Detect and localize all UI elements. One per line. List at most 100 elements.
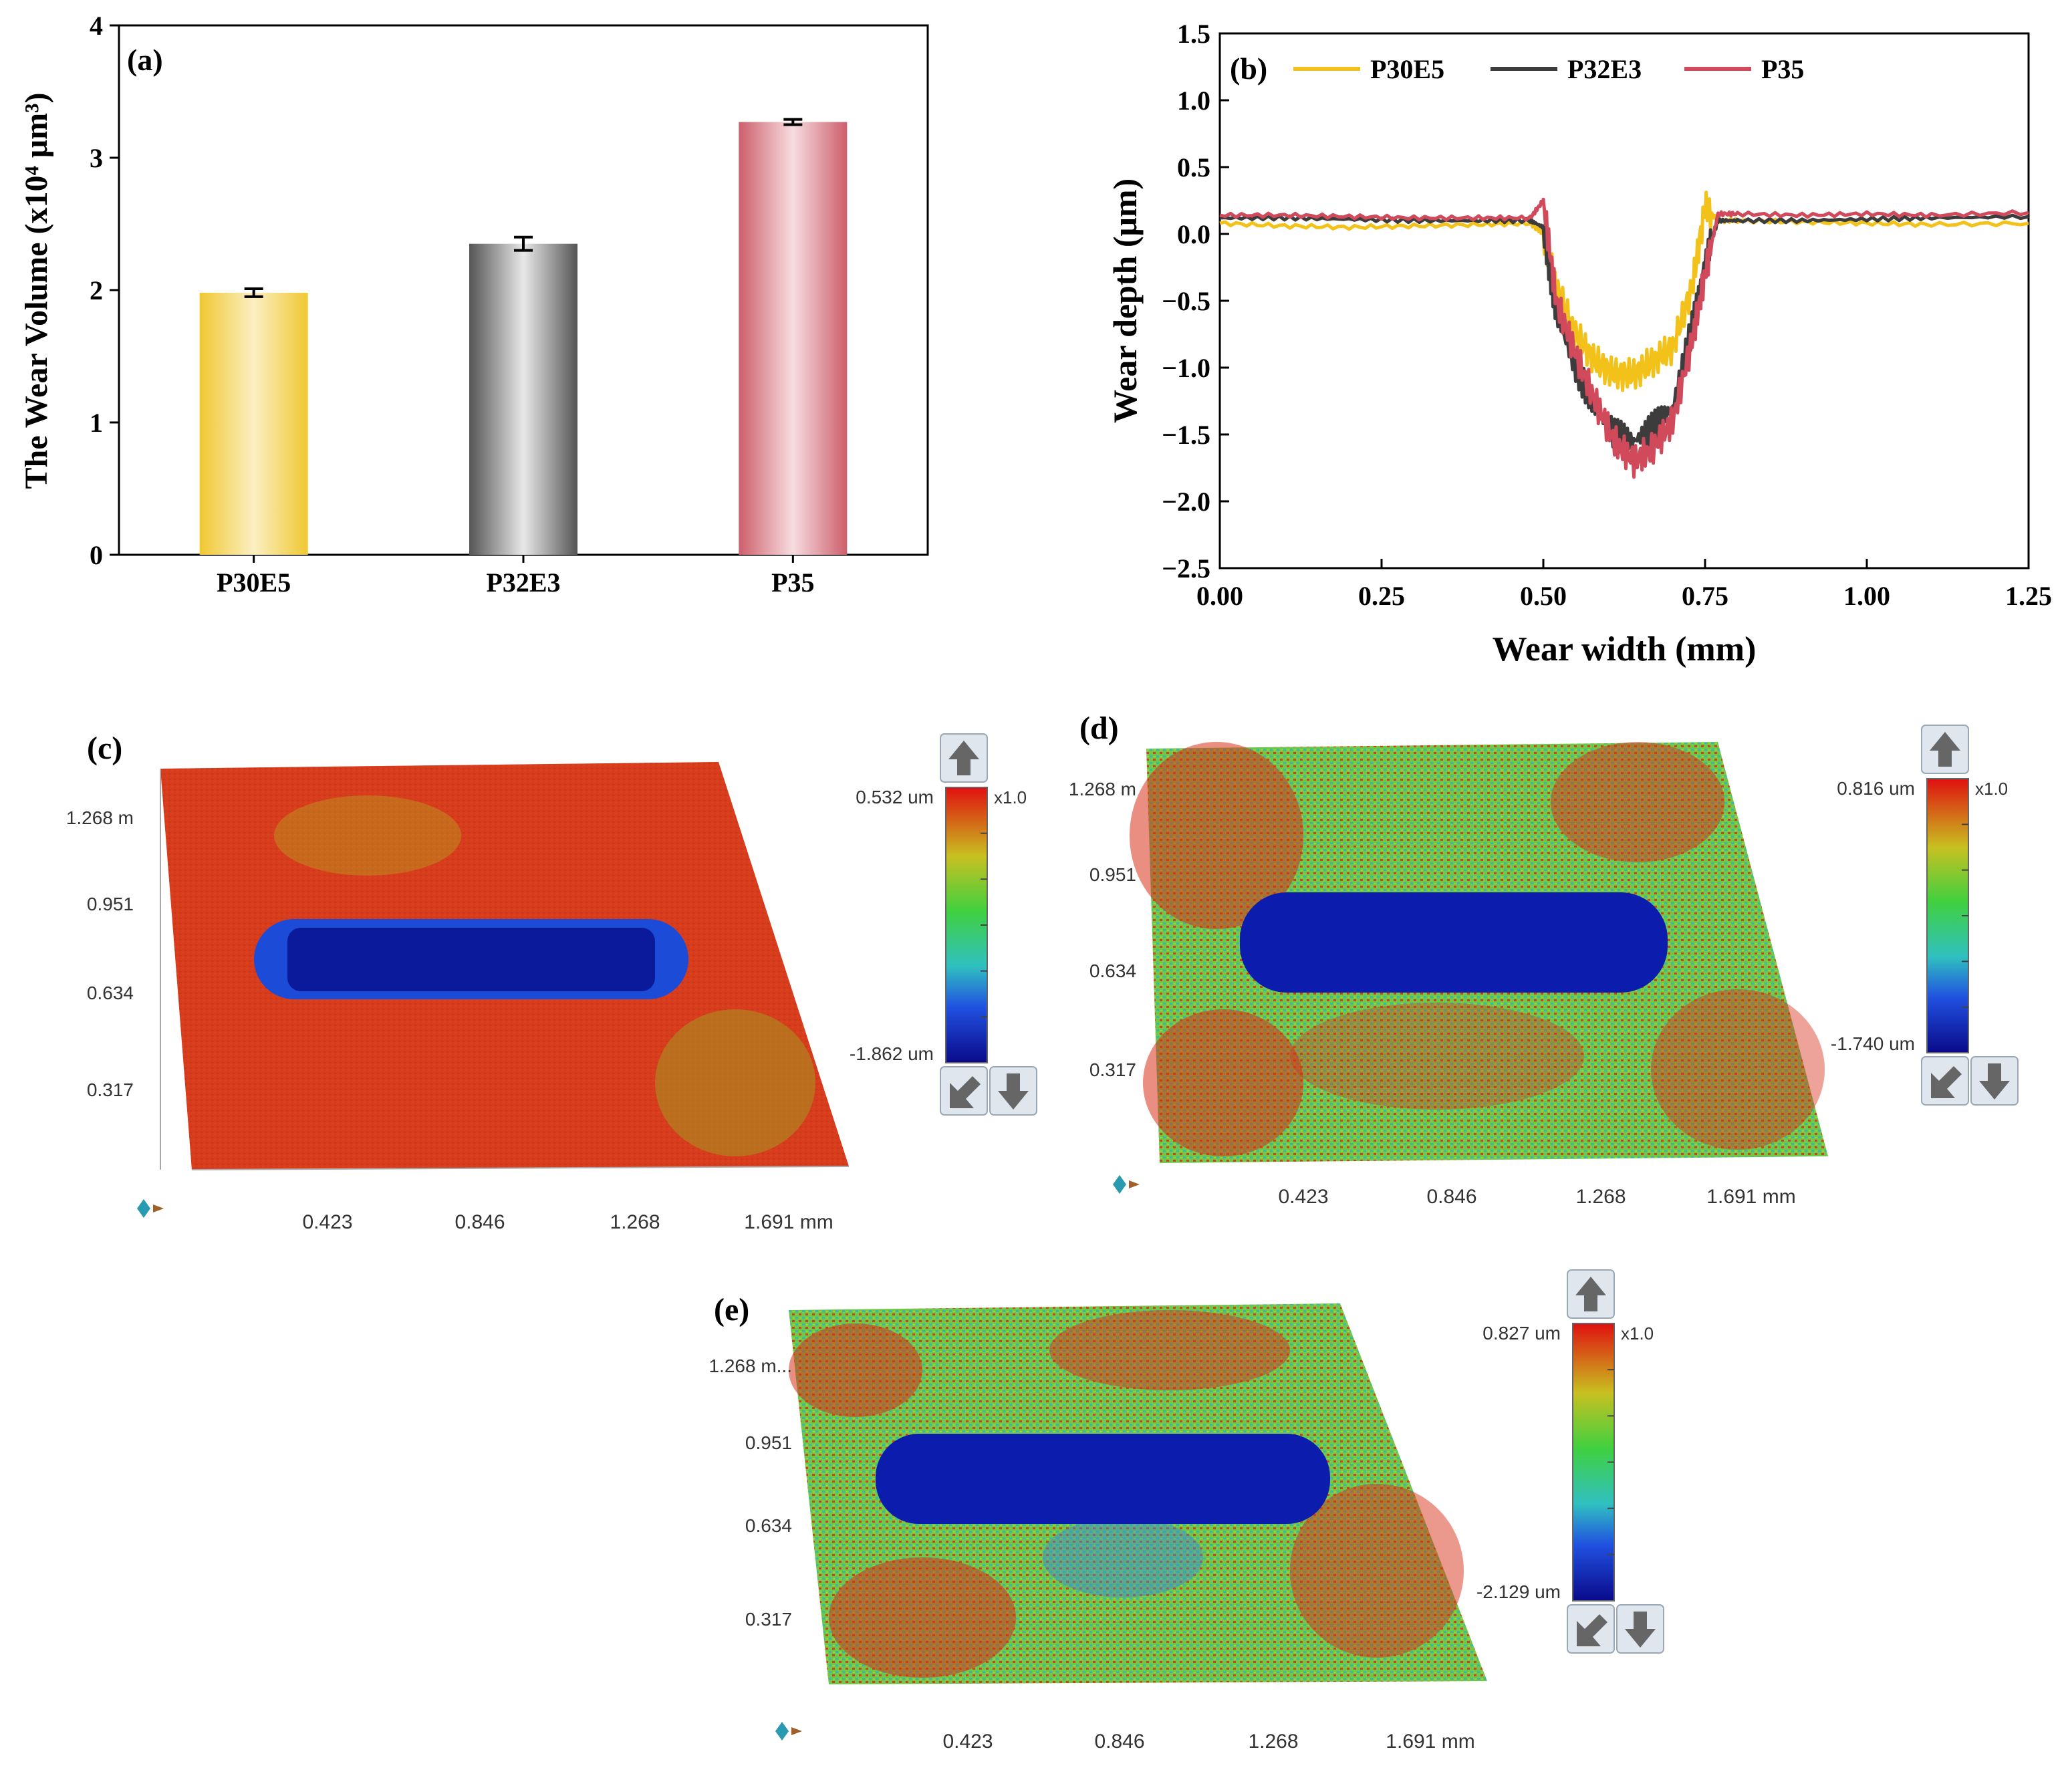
x-tick-label: 0.75 bbox=[1682, 581, 1728, 611]
map-y-tick-label: 0.951 bbox=[745, 1432, 792, 1453]
panel-label: (c) bbox=[87, 731, 122, 766]
legend-label: P32E3 bbox=[1567, 54, 1642, 84]
series-line-p35 bbox=[1219, 197, 2029, 479]
arrow-down-icon bbox=[1979, 1063, 2010, 1100]
axis-gizmo-icon[interactable] bbox=[775, 1722, 789, 1741]
map-x-tick-label: 0.846 bbox=[1094, 1731, 1144, 1753]
bar-chart-panel: 0 1 2 3 4 P30E5 P32E3 P35 (a) The Wear Volume … bbox=[19, 11, 929, 598]
arrow-down-icon bbox=[998, 1073, 1029, 1110]
y-axis-label: The Wear Volume (x10⁴ μm³) bbox=[19, 93, 54, 489]
wear-track bbox=[1240, 892, 1668, 993]
scale-max-label: 0.816 um bbox=[1837, 778, 1915, 799]
bar-p30e5 bbox=[199, 292, 308, 555]
legend-label: P35 bbox=[1761, 54, 1804, 84]
map-x-tick-label: 0.423 bbox=[1278, 1186, 1328, 1208]
panel-label: (d) bbox=[1079, 711, 1119, 746]
axis-arrow-icon bbox=[791, 1727, 802, 1735]
map-y-tick-label: 0.634 bbox=[745, 1515, 792, 1536]
y-tick-label: 1 bbox=[90, 408, 103, 438]
axis-arrow-icon bbox=[1129, 1180, 1140, 1188]
axis-gizmo-icon[interactable] bbox=[137, 1199, 150, 1218]
expand-icon bbox=[1931, 1066, 1962, 1098]
arrow-up-icon bbox=[1575, 1277, 1606, 1311]
expand-icon bbox=[950, 1076, 981, 1108]
legend-label: P30E5 bbox=[1370, 54, 1444, 84]
y-tick-label: 1.5 bbox=[1177, 19, 1210, 49]
zoom-label: x1.0 bbox=[1975, 779, 2008, 799]
y-axis-label: Wear depth (μm) bbox=[1106, 178, 1144, 423]
y-tick-label: 3 bbox=[90, 143, 103, 173]
map-y-tick-label: 0.317 bbox=[87, 1079, 134, 1100]
axis-gizmo-icon[interactable] bbox=[1113, 1175, 1126, 1194]
x-tick-label: 0.50 bbox=[1520, 581, 1567, 611]
map-x-tick-label: 1.268 bbox=[610, 1211, 660, 1233]
panel-label: (e) bbox=[714, 1292, 749, 1327]
surface-map-e: (e) 1.268 m... 0.951 0.634 0.317 0.423 0.846 1… bbox=[708, 1269, 1664, 1753]
panel-label: (a) bbox=[127, 43, 163, 77]
y-tick-label: −1.5 bbox=[1162, 420, 1210, 450]
color-scale-bar bbox=[1926, 778, 1969, 1053]
map-y-tick-label: 0.317 bbox=[745, 1609, 792, 1630]
map-y-tick-label: 1.268 m... bbox=[708, 1356, 792, 1376]
map-x-tick-label: 0.846 bbox=[455, 1211, 505, 1233]
plot-frame bbox=[1218, 32, 2030, 569]
x-tick-label: P35 bbox=[771, 567, 814, 598]
y-tick-label: 0.0 bbox=[1177, 219, 1210, 249]
map-x-tick-label: 1.268 bbox=[1575, 1186, 1626, 1208]
surface-map-c: (c) 1.268 m 0.951 0.634 0.317 0.423 0.846 1.26… bbox=[66, 731, 1037, 1233]
expand-icon bbox=[1577, 1614, 1607, 1646]
wear-track bbox=[876, 1434, 1330, 1524]
x-tick-label: 0.00 bbox=[1196, 581, 1243, 611]
zoom-label: x1.0 bbox=[1621, 1323, 1654, 1343]
x-tick-label: 1.00 bbox=[1843, 581, 1890, 611]
map-x-tick-label: 0.423 bbox=[302, 1211, 352, 1233]
map-y-tick-label: 0.634 bbox=[87, 983, 134, 1003]
series-line-p32e3 bbox=[1219, 213, 2029, 454]
line-chart-panel: 1.5 1.0 0.5 0.0 −0.5 −1.0 −1.5 −2.0 −2.50.00 0.25… bbox=[1106, 19, 2052, 668]
scale-max-label: 0.827 um bbox=[1482, 1323, 1561, 1343]
x-tick-label: P32E3 bbox=[486, 567, 560, 598]
scale-min-label: -1.740 um bbox=[1831, 1033, 1915, 1054]
scale-min-label: -2.129 um bbox=[1476, 1581, 1561, 1602]
y-tick-label: 2 bbox=[90, 275, 103, 305]
map-y-tick-label: 1.268 m bbox=[66, 807, 134, 828]
axis-arrow-icon bbox=[153, 1204, 164, 1212]
map-x-tick-label: 0.423 bbox=[942, 1731, 993, 1753]
color-scale-bar bbox=[945, 787, 988, 1063]
map-x-tick-label: 1.268 bbox=[1248, 1731, 1298, 1753]
scale-min-label: -1.862 um bbox=[850, 1043, 934, 1064]
y-tick-label: 0 bbox=[90, 540, 103, 570]
y-tick-label: −2.0 bbox=[1162, 487, 1210, 517]
y-tick-label: −0.5 bbox=[1162, 286, 1210, 316]
arrow-up-icon bbox=[1930, 732, 1960, 767]
y-tick-label: −1.0 bbox=[1162, 353, 1210, 383]
map-x-tick-label: 1.691 mm bbox=[1386, 1731, 1474, 1753]
bar-p32e3 bbox=[469, 243, 577, 555]
x-tick-label: 0.25 bbox=[1358, 581, 1405, 611]
zoom-label: x1.0 bbox=[994, 787, 1027, 807]
map-y-tick-label: 0.951 bbox=[1089, 864, 1136, 885]
bar-p35 bbox=[739, 122, 848, 555]
map-y-tick-label: 0.951 bbox=[87, 894, 134, 914]
arrow-up-icon bbox=[948, 741, 979, 775]
map-y-tick-label: 0.317 bbox=[1089, 1059, 1136, 1080]
x-tick-label: P30E5 bbox=[217, 567, 291, 598]
series-line-p30e5 bbox=[1219, 190, 2029, 392]
map-x-tick-label: 1.691 mm bbox=[744, 1211, 833, 1233]
scale-max-label: 0.532 um bbox=[856, 787, 934, 807]
color-scale-bar bbox=[1572, 1323, 1615, 1602]
map-y-tick-label: 1.268 m bbox=[1069, 779, 1136, 799]
y-tick-label: 1.0 bbox=[1177, 86, 1210, 116]
y-tick-label: 4 bbox=[90, 11, 103, 41]
x-tick-label: 1.25 bbox=[2005, 581, 2052, 611]
map-x-tick-label: 1.691 mm bbox=[1706, 1186, 1795, 1208]
x-axis-label: Wear width (mm) bbox=[1493, 630, 1757, 668]
surface-map-d: (d) 1.268 m 0.951 0.634 0.317 0.423 0.846 1.26… bbox=[1069, 711, 2019, 1208]
map-y-tick-label: 0.634 bbox=[1089, 961, 1136, 981]
map-x-tick-label: 0.846 bbox=[1426, 1186, 1476, 1208]
y-tick-label: 0.5 bbox=[1177, 152, 1210, 182]
arrow-down-icon bbox=[1625, 1612, 1656, 1648]
panel-label: (b) bbox=[1230, 51, 1267, 86]
y-tick-label: −2.5 bbox=[1162, 553, 1210, 584]
